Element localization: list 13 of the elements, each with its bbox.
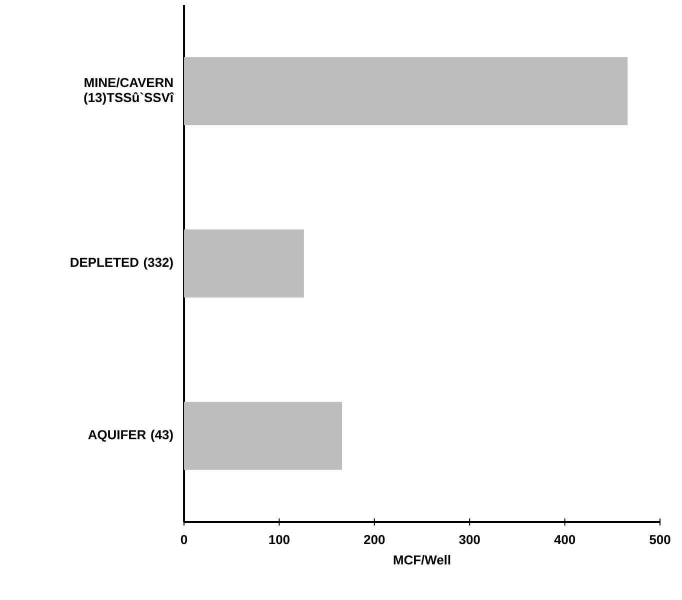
x-axis-title: MCF/Well [394,555,450,565]
x-tick-label: 200 [364,534,385,544]
x-tick-label: 100 [269,534,290,544]
bar [184,229,304,298]
bar [184,57,628,126]
y-tick-label: AQUIFER (43) [88,430,173,442]
x-tick-label: 0 [180,534,188,544]
x-tick-label: 500 [650,534,670,544]
x-tick-label: 400 [554,534,576,544]
y-tick-label: DEPLETED (332) [70,257,173,270]
y-tick-label: MINE/CAVERN (13)TSSû`SSVî [84,78,174,105]
x-tick-label: 300 [459,534,480,544]
bar [184,402,342,470]
